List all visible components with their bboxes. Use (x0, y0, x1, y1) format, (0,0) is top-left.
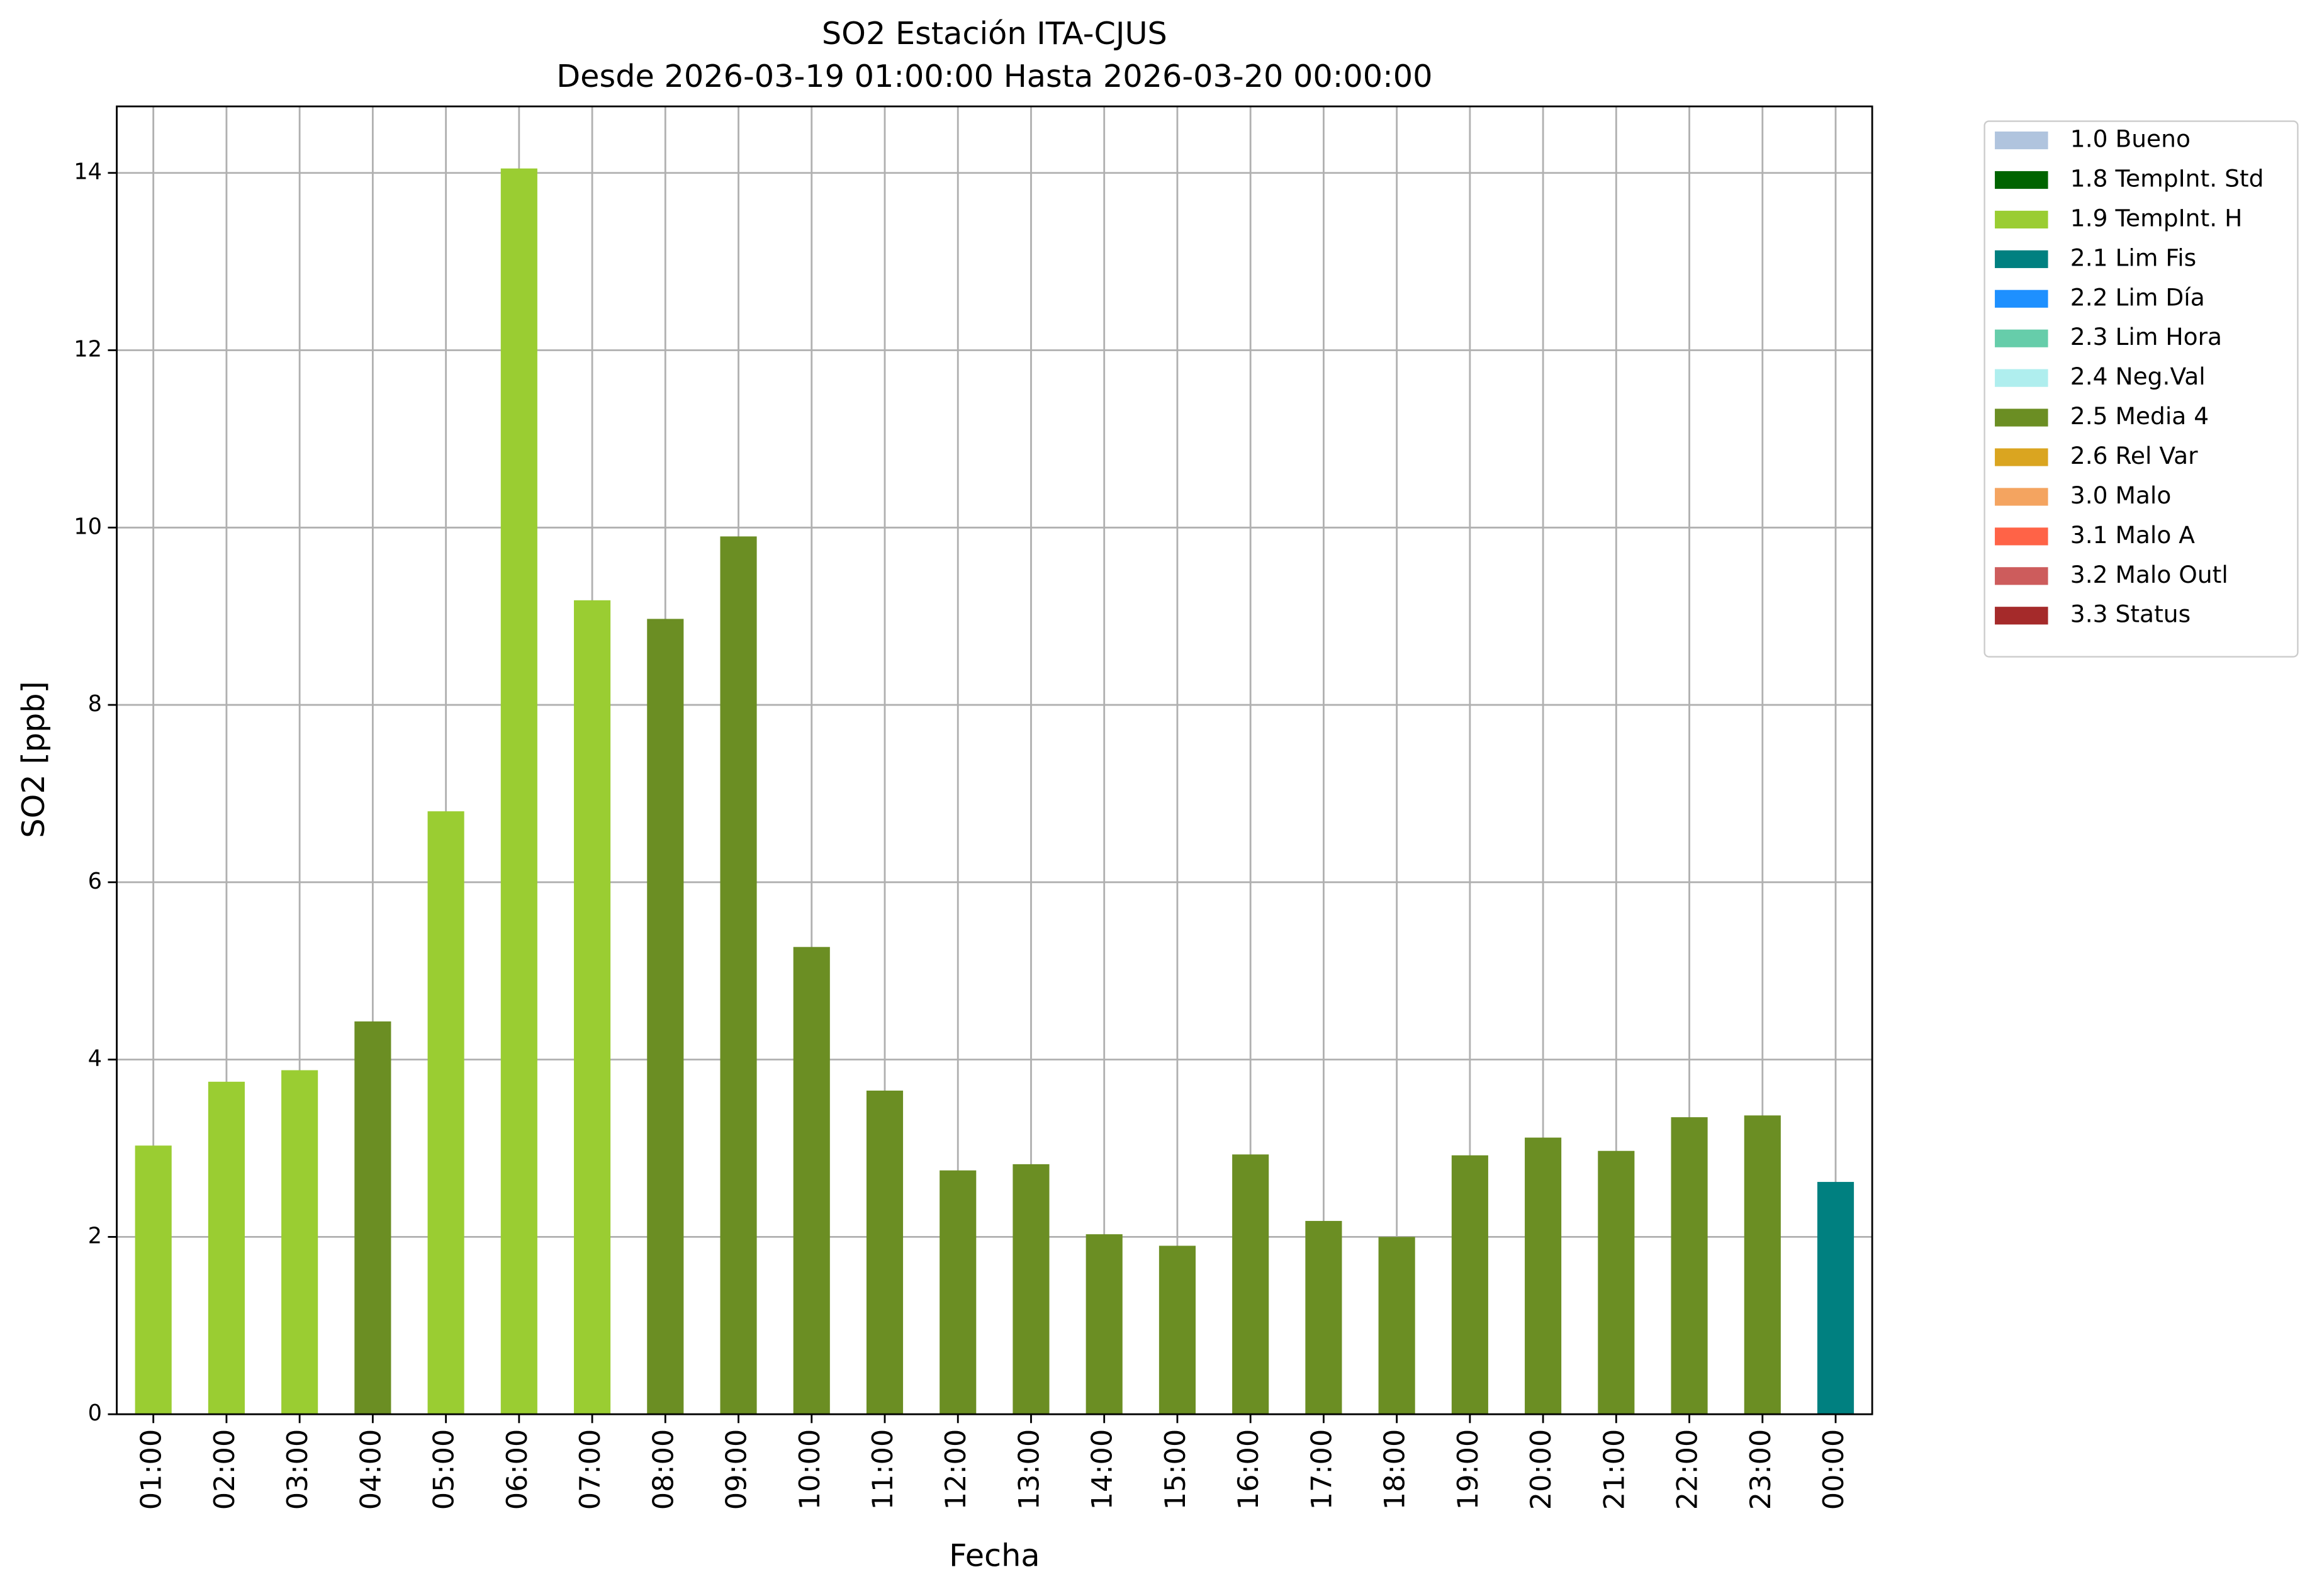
x-tick-label: 10:00 (794, 1429, 826, 1510)
bar (281, 1070, 318, 1415)
legend-swatch (1995, 329, 2048, 347)
y-tick-label: 0 (88, 1400, 102, 1426)
legend-swatch (1995, 567, 2048, 585)
bar (647, 619, 684, 1415)
y-tick-label: 4 (88, 1046, 102, 1072)
bar (866, 1090, 904, 1415)
x-tick-label: 01:00 (135, 1429, 168, 1510)
x-tick-label: 18:00 (1379, 1429, 1411, 1510)
x-tick-label: 12:00 (940, 1429, 972, 1510)
bar (500, 168, 537, 1415)
x-tick-label: 03:00 (281, 1429, 314, 1510)
bar (1744, 1115, 1781, 1415)
legend-swatch (1995, 527, 2048, 546)
bar (427, 811, 464, 1415)
y-tick-label: 8 (88, 691, 102, 717)
bar (135, 1145, 172, 1415)
bar (720, 536, 757, 1415)
bar (1305, 1221, 1342, 1415)
x-tick-label: 09:00 (721, 1429, 753, 1510)
legend-swatch (1995, 250, 2048, 268)
bar (1013, 1164, 1050, 1415)
y-tick-label: 2 (88, 1223, 102, 1249)
y-tick-label: 14 (74, 159, 102, 185)
chart-subtitle: Desde 2026-03-19 01:00:00 Hasta 2026-03-… (556, 58, 1432, 94)
legend-label: 1.8 TempInt. Std (2070, 165, 2264, 193)
x-tick-label: 07:00 (574, 1429, 607, 1510)
bar (1671, 1117, 1708, 1415)
legend-label: 2.3 Lim Hora (2070, 323, 2222, 351)
legend-label: 2.4 Neg.Val (2070, 362, 2206, 390)
legend-label: 1.9 TempInt. H (2070, 204, 2243, 232)
legend-label: 2.5 Media 4 (2070, 402, 2209, 430)
legend-frame (1983, 120, 2299, 658)
x-tick-label: 02:00 (208, 1429, 241, 1510)
legend-swatch (1995, 408, 2048, 427)
bar (1232, 1154, 1269, 1415)
bar (793, 947, 830, 1415)
y-tick-label: 12 (74, 337, 102, 362)
x-tick-label: 14:00 (1086, 1429, 1119, 1510)
x-tick-label: 06:00 (501, 1429, 534, 1510)
bar (1378, 1237, 1415, 1415)
legend-label: 1.0 Bueno (2070, 125, 2191, 153)
bar (1451, 1155, 1488, 1415)
legend-swatch (1995, 131, 2048, 150)
legend-swatch (1995, 448, 2048, 466)
chart-title: SO2 Estación ITA-CJUS (822, 15, 1167, 52)
bar (1158, 1245, 1196, 1415)
x-axis-label: Fecha (949, 1537, 1040, 1573)
x-tick-label: 17:00 (1305, 1429, 1338, 1510)
x-tick-label: 08:00 (647, 1429, 680, 1510)
x-tick-label: 00:00 (1817, 1429, 1850, 1510)
bar (1525, 1137, 1562, 1415)
legend-label: 2.6 Rel Var (2070, 442, 2198, 469)
bar (354, 1021, 391, 1415)
x-tick-label: 04:00 (354, 1429, 387, 1510)
legend-swatch (1995, 369, 2048, 387)
x-tick-label: 15:00 (1159, 1429, 1192, 1510)
bars (135, 168, 1854, 1415)
bar (574, 600, 611, 1415)
plot-frame (116, 105, 1873, 1415)
x-tick-label: 23:00 (1744, 1429, 1777, 1510)
legend-label: 3.3 Status (2070, 600, 2191, 628)
legend-swatch (1995, 210, 2048, 229)
legend-swatch (1995, 607, 2048, 625)
x-tick-label: 19:00 (1452, 1429, 1484, 1510)
legend: 1.0 Bueno 1.8 TempInt. Std 1.9 TempInt. H 2… (1983, 120, 2299, 658)
bar (940, 1170, 977, 1415)
legend-label: 2.1 Lim Fis (2070, 244, 2196, 271)
y-tick-label: 6 (88, 868, 102, 894)
legend-label: 3.2 Malo Outl (2070, 561, 2228, 588)
legend-swatch (1995, 289, 2048, 308)
legend-label: 2.2 Lim Día (2070, 283, 2205, 311)
legend-swatch (1995, 488, 2048, 506)
bar (1817, 1182, 1854, 1415)
bar (1598, 1150, 1635, 1415)
x-tick-label: 22:00 (1671, 1429, 1704, 1510)
y-axis-label: SO2 [ppb] (15, 681, 52, 838)
bar (1086, 1234, 1123, 1415)
legend-label: 3.0 Malo (2070, 481, 2172, 509)
x-tick-label: 05:00 (428, 1429, 461, 1510)
legend-swatch (1995, 171, 2048, 189)
x-tick-label: 13:00 (1013, 1429, 1045, 1510)
x-tick-label: 11:00 (867, 1429, 899, 1510)
legend-label: 3.1 Malo A (2070, 521, 2195, 549)
y-tick-label: 10 (74, 514, 102, 539)
x-tick-label: 21:00 (1598, 1429, 1630, 1510)
bar (208, 1081, 245, 1415)
x-tick-label: 20:00 (1525, 1429, 1557, 1510)
x-tick-label: 16:00 (1232, 1429, 1265, 1510)
